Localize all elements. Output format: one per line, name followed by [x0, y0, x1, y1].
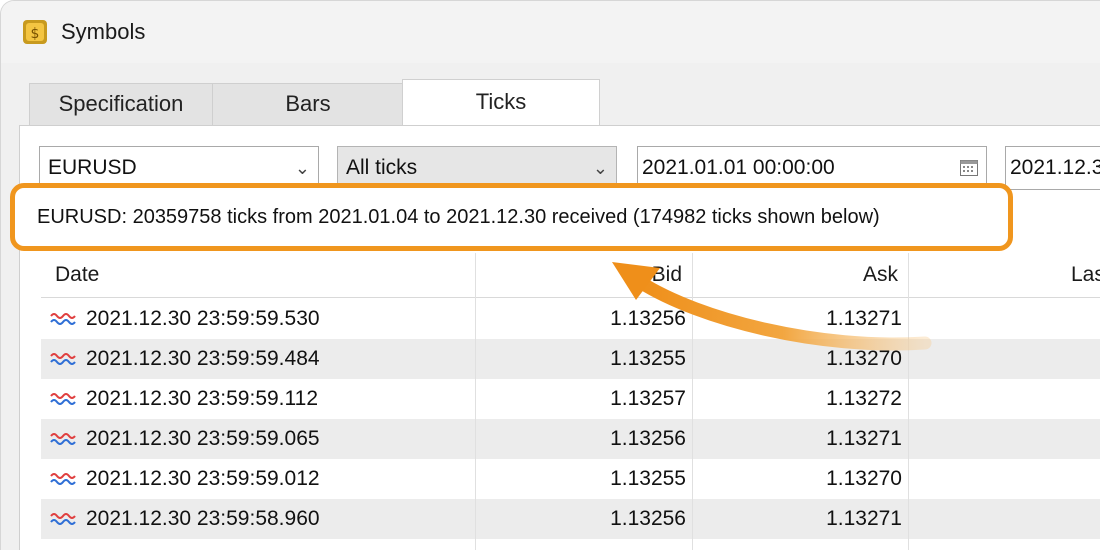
column-header-date[interactable]: Date	[55, 263, 100, 286]
row-bid: 1.13255	[610, 347, 686, 370]
tick-wave-icon	[50, 353, 76, 365]
tick-type-select-value: All ticks	[346, 156, 418, 179]
title-bar: $ Symbols	[1, 1, 1100, 63]
tick-wave-icon	[50, 433, 76, 445]
symbol-select[interactable]: EURUSD ⌄	[39, 146, 319, 190]
dollar-coin-icon: $	[23, 20, 47, 44]
table-row[interactable]: 2021.12.30 23:59:59.530 1.13256 1.13271	[41, 299, 1100, 339]
row-ask: 1.13270	[826, 467, 902, 490]
column-header-last[interactable]: Las	[1071, 263, 1100, 286]
column-header-ask[interactable]: Ask	[862, 263, 898, 286]
window-title: Symbols	[61, 19, 146, 44]
row-date: 2021.12.30 23:59:59.112	[86, 387, 318, 410]
table-row[interactable]: 2021.12.30 23:59:59.484 1.13255 1.13270	[41, 339, 1100, 379]
row-ask: 1.13270	[826, 347, 902, 370]
status-callout: EURUSD: 20359758 ticks from 2021.01.04 t…	[10, 183, 1013, 251]
table-row[interactable]: 2021.12.30 23:59:58.960 1.13256 1.13271	[41, 499, 1100, 539]
table-row[interactable]: 2021.12.30 23:59:59.012 1.13255 1.13270	[41, 459, 1100, 499]
row-ask: 1.13271	[826, 307, 902, 330]
calendar-icon[interactable]	[960, 160, 978, 176]
row-ask: 1.13271	[826, 427, 902, 450]
column-header-bid[interactable]: Bid	[651, 263, 682, 286]
date-from-value: 2021.01.01 00:00:00	[642, 156, 835, 179]
tab-specification[interactable]: Specification	[29, 83, 213, 125]
row-bid: 1.13256	[610, 427, 686, 450]
column-divider	[692, 253, 693, 550]
symbol-select-value: EURUSD	[48, 156, 137, 179]
row-ask: 1.13271	[826, 507, 902, 530]
row-date: 2021.12.30 23:59:59.484	[86, 347, 320, 370]
column-divider	[475, 253, 476, 550]
chevron-down-icon: ⌄	[294, 158, 310, 178]
table-row[interactable]: 2021.12.30 23:59:59.065 1.13256 1.13271	[41, 419, 1100, 459]
row-bid: 1.13256	[610, 307, 686, 330]
row-ask: 1.13272	[826, 387, 902, 410]
tab-bars[interactable]: Bars	[212, 83, 404, 125]
tick-wave-icon	[50, 393, 76, 405]
svg-text:$: $	[31, 26, 40, 42]
tab-ticks[interactable]: Ticks	[402, 79, 600, 126]
row-date: 2021.12.30 23:59:58.960	[86, 507, 320, 530]
table-header: Date Bid Ask Las	[41, 253, 1100, 298]
table-row[interactable]: 2021.12.30 23:59:59.112 1.13257 1.13272	[41, 379, 1100, 419]
row-date: 2021.12.30 23:59:59.065	[86, 427, 320, 450]
column-divider	[908, 253, 909, 550]
date-to-value: 2021.12.3	[1010, 156, 1100, 179]
row-bid: 1.13255	[610, 467, 686, 490]
tick-wave-icon	[50, 313, 76, 325]
row-date: 2021.12.30 23:59:59.012	[86, 467, 320, 490]
chevron-down-icon: ⌄	[592, 158, 608, 178]
row-bid: 1.13257	[610, 387, 686, 410]
date-to-field[interactable]: 2021.12.3	[1005, 146, 1100, 190]
row-date: 2021.12.30 23:59:59.530	[86, 307, 320, 330]
row-bid: 1.13256	[610, 507, 686, 530]
tick-type-select[interactable]: All ticks ⌄	[337, 146, 617, 190]
tick-wave-icon	[50, 473, 76, 485]
tick-wave-icon	[50, 513, 76, 525]
